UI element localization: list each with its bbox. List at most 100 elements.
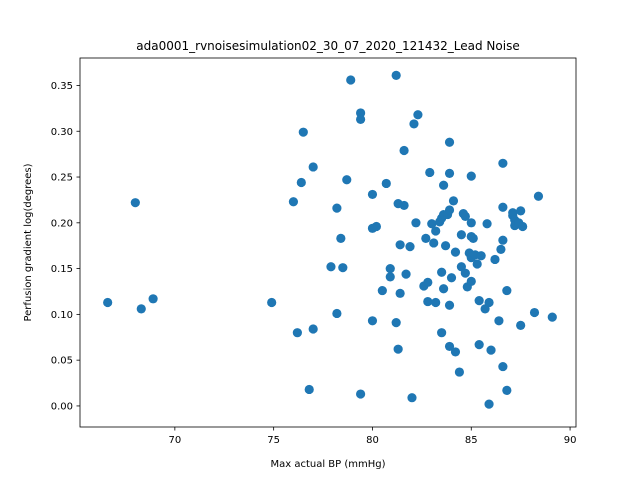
data-point: [395, 288, 405, 298]
data-point: [367, 316, 378, 326]
data-point: [356, 389, 366, 399]
x-tick-label: 90: [564, 435, 577, 446]
data-point: [136, 304, 146, 314]
data-point: [399, 200, 409, 211]
data-point: [446, 273, 457, 283]
data-point: [439, 180, 449, 190]
data-point: [391, 318, 401, 328]
data-point: [431, 297, 441, 308]
data-point: [474, 296, 484, 306]
data-point: [444, 137, 455, 147]
data-point: [444, 168, 455, 178]
data-point: [502, 285, 512, 296]
data-point: [288, 197, 299, 207]
data-point: [498, 202, 508, 212]
data-point: [490, 254, 500, 265]
x-axis-title: Max actual BP (mmHg): [270, 459, 385, 470]
plot-area: [80, 58, 576, 427]
data-point: [498, 158, 508, 168]
data-point: [450, 247, 461, 257]
data-point: [466, 276, 476, 287]
data-point: [440, 241, 451, 251]
data-point: [450, 347, 461, 357]
data-point: [516, 206, 526, 216]
x-tick-label: 70: [168, 435, 181, 446]
data-point: [405, 242, 415, 252]
data-point: [454, 367, 465, 377]
data-point: [393, 344, 403, 354]
data-point: [484, 297, 494, 308]
y-tick-label: 0.20: [51, 218, 73, 229]
data-point: [407, 393, 417, 403]
data-point: [413, 110, 423, 120]
data-point: [411, 218, 421, 228]
data-point: [356, 114, 366, 124]
data-point: [336, 233, 346, 243]
data-points: [103, 70, 557, 409]
y-tick-label: 0.35: [51, 81, 73, 92]
data-point: [371, 221, 382, 232]
x-tick-label: 80: [366, 435, 379, 446]
data-point: [533, 191, 544, 201]
data-point: [466, 171, 476, 181]
data-point: [103, 297, 113, 308]
data-point: [326, 262, 336, 272]
data-point: [439, 284, 449, 294]
data-point: [308, 324, 318, 334]
data-point: [296, 177, 306, 188]
data-point: [547, 312, 557, 322]
data-point: [385, 272, 395, 282]
data-point: [130, 198, 140, 208]
data-point: [148, 294, 158, 304]
data-point: [460, 268, 470, 278]
data-point: [429, 238, 439, 248]
data-point: [332, 308, 342, 319]
y-axis-title: Perfusion gradient log(degrees): [23, 163, 34, 321]
data-point: [444, 341, 455, 352]
data-point: [498, 235, 508, 245]
data-point: [332, 203, 342, 213]
data-point: [518, 221, 528, 232]
data-point: [444, 300, 455, 310]
data-point: [456, 230, 466, 240]
data-point: [474, 339, 484, 350]
data-point: [437, 267, 447, 277]
data-point: [338, 263, 348, 273]
data-point: [460, 211, 470, 221]
data-point: [267, 297, 277, 308]
data-point: [529, 307, 540, 318]
data-point: [423, 277, 433, 287]
axes-frame: [79, 57, 577, 428]
data-point: [444, 205, 455, 215]
data-point: [486, 345, 496, 355]
data-point: [425, 167, 435, 178]
data-point: [427, 219, 437, 229]
data-point: [498, 361, 508, 372]
x-tick-label: 75: [267, 435, 280, 446]
data-point: [516, 320, 526, 330]
data-point: [298, 127, 308, 137]
data-point: [494, 316, 504, 326]
chart-title: ada0001_rvnoisesimulation02_30_07_2020_1…: [136, 39, 519, 53]
data-point: [409, 119, 419, 129]
data-point: [395, 240, 405, 250]
data-point: [401, 269, 411, 279]
data-point: [377, 285, 387, 296]
data-point: [423, 296, 433, 307]
y-tick-label: 0.30: [51, 127, 73, 138]
data-point: [399, 145, 409, 156]
data-point: [468, 233, 478, 243]
data-point: [385, 264, 395, 274]
data-point: [308, 162, 318, 172]
y-tick-label: 0.25: [51, 173, 73, 184]
data-point: [448, 196, 459, 206]
y-tick-label: 0.00: [51, 401, 73, 412]
x-tick-label: 85: [465, 435, 478, 446]
data-point: [346, 75, 356, 85]
axes: 70 75 80 85 90 0.00 0.05 0.10 0.15 0.20 0.25 0.30 0.…: [51, 57, 577, 446]
data-point: [472, 259, 482, 269]
y-tick-label: 0.10: [51, 310, 73, 321]
data-point: [381, 178, 391, 189]
data-point: [356, 108, 366, 118]
